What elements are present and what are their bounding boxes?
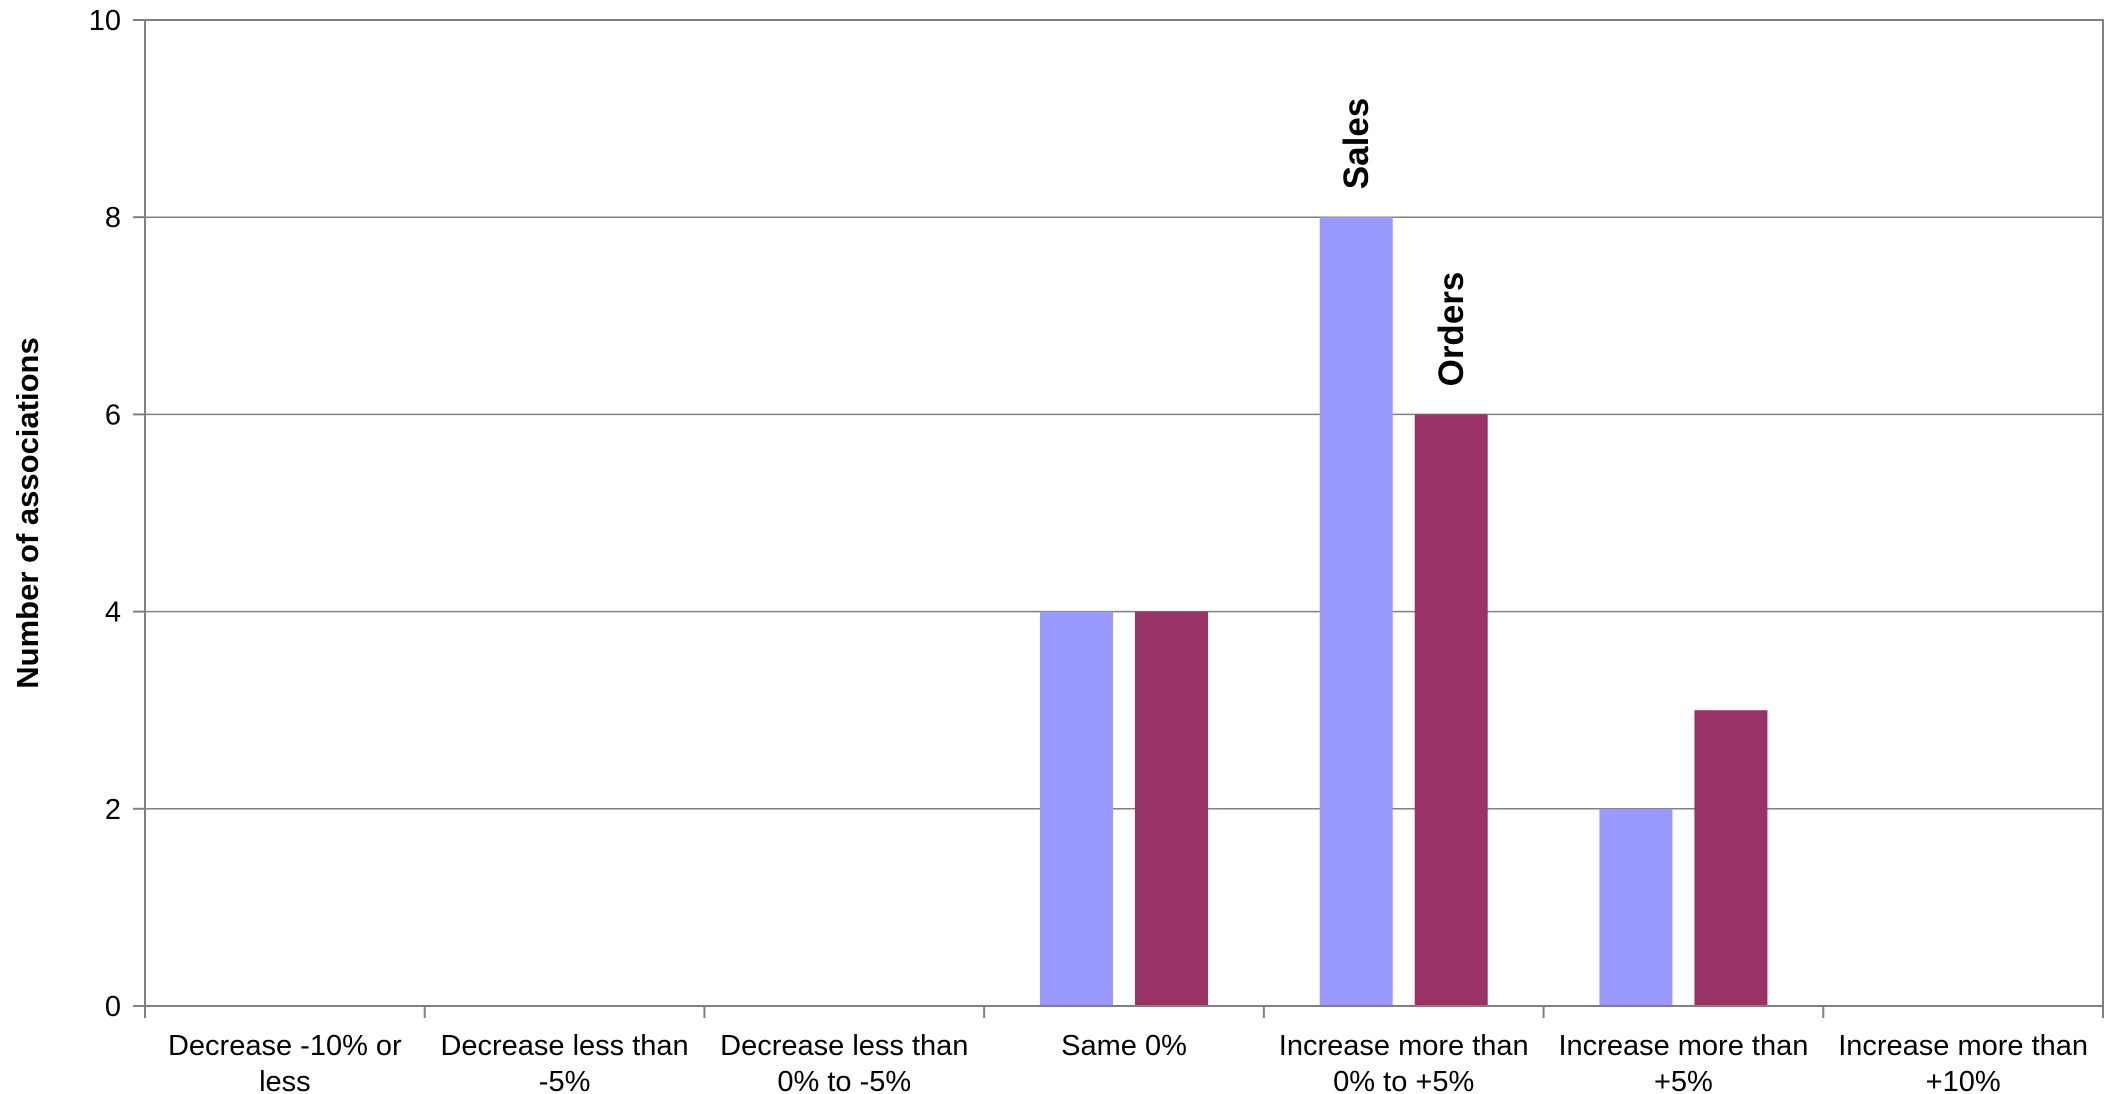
bar-orders [1135, 611, 1208, 1006]
y-tick-label: 4 [105, 597, 121, 629]
bars [1040, 217, 1768, 1006]
y-tick-label: 8 [105, 202, 121, 234]
x-axis-ticks: Decrease -10% or less Decrease less than -5… [144, 1006, 2104, 1094]
y-axis-title: Number of associations [10, 337, 45, 688]
x-tick-label: Decrease -10% or less [168, 1030, 402, 1094]
bar-sales [1319, 217, 1393, 1006]
x-tick-label: Same 0% [1061, 1030, 1187, 1062]
gridlines [145, 19, 2103, 1007]
y-tick-label: 6 [105, 399, 121, 431]
y-tick-label: 0 [105, 991, 121, 1023]
bar-orders [1694, 710, 1768, 1006]
bar-sales [1040, 611, 1113, 1006]
x-tick-label: Decrease less than -5% [440, 1030, 688, 1094]
y-axis-ticks: 0 2 4 6 8 10 [89, 5, 145, 1023]
x-tick-label: Increase more than 0% to +5% [1279, 1030, 1529, 1094]
plot-area-frame [144, 19, 2104, 1007]
x-tick-label: Increase more than +5% [1558, 1030, 1808, 1094]
y-tick-label: 10 [89, 5, 121, 37]
bar-sales [1599, 808, 1673, 1006]
x-tick-label: Increase more than +10% [1838, 1030, 2088, 1094]
x-tick-label: Decrease less than 0% to -5% [720, 1030, 968, 1094]
bar-orders [1414, 414, 1488, 1006]
series-label-sales: Sales [1337, 98, 1376, 189]
series-labels: Sales Orders [1337, 98, 1471, 387]
y-tick-label: 2 [105, 794, 121, 826]
series-label-orders: Orders [1432, 272, 1471, 387]
